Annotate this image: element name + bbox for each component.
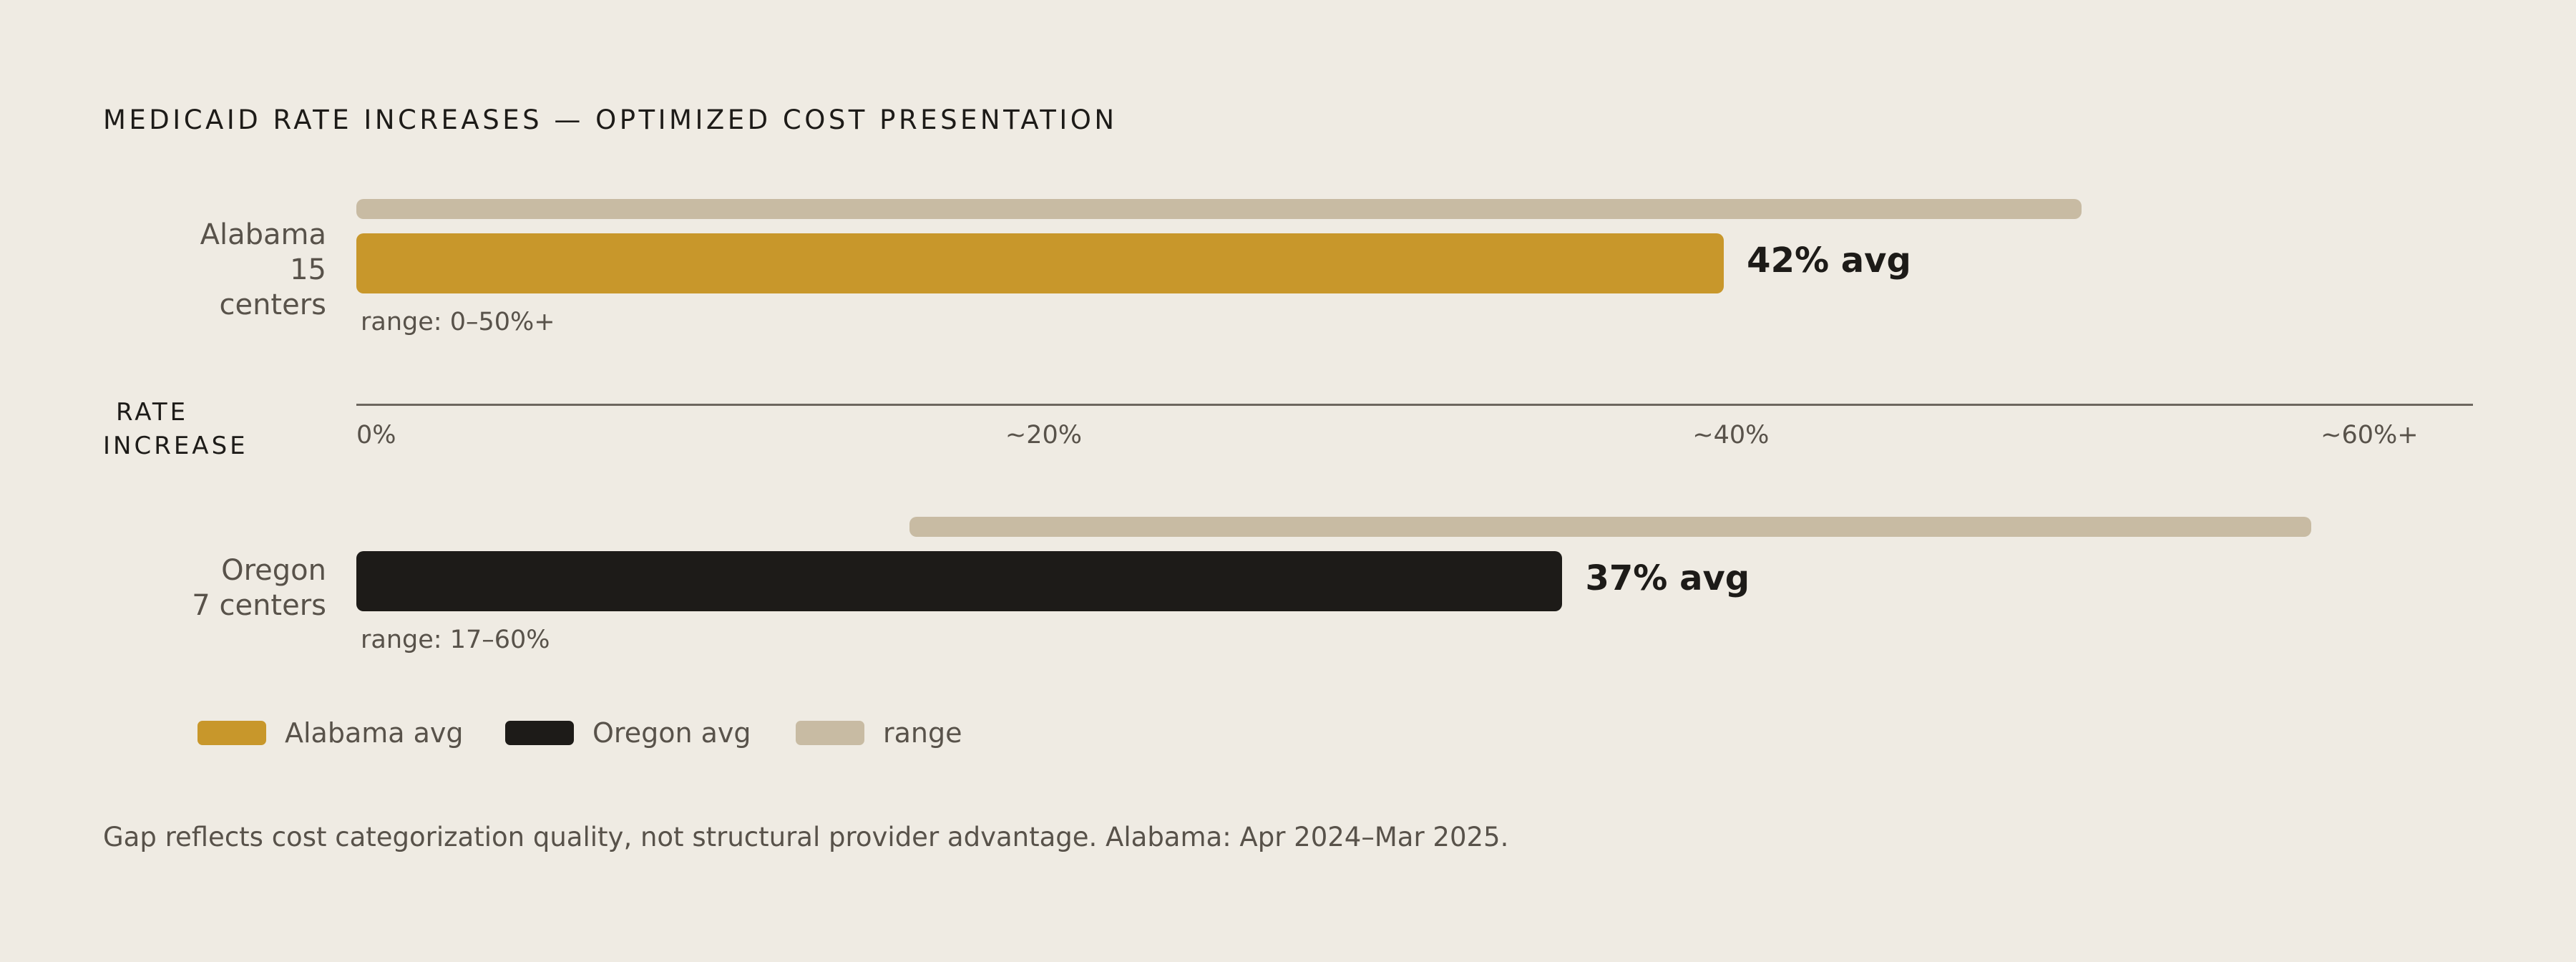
x-tick-label: ~60%+ — [2321, 421, 2419, 450]
legend-swatch — [796, 721, 864, 745]
legend-label: Oregon avg — [592, 717, 751, 749]
axis-label: RATE INCREASE — [103, 396, 246, 463]
x-axis-line — [356, 404, 2473, 406]
category-label-line: centers — [219, 288, 326, 321]
legend-item-oregon-avg: Oregon avg — [505, 717, 751, 749]
range-label-oregon: range: 17–60% — [361, 626, 550, 654]
range-bar-oregon — [909, 517, 2312, 537]
legend-swatch — [197, 721, 266, 745]
avg-bar-oregon — [356, 551, 1563, 611]
range-bar-alabama — [356, 199, 2082, 219]
legend-item-alabama-avg: Alabama avg — [197, 717, 464, 749]
category-label-line: 15 — [290, 253, 326, 286]
x-tick-label: 0% — [356, 421, 396, 450]
legend-label: range — [883, 717, 962, 749]
category-label-oregon: Oregon 7 centers — [102, 553, 326, 623]
legend-item-range: range — [796, 717, 962, 749]
footnote: Gap reflects cost categorization quality… — [103, 822, 1509, 852]
avg-value-label-oregon: 37% avg — [1585, 558, 1750, 598]
x-tick-label: ~20% — [1005, 421, 1082, 450]
category-label-line: Oregon — [221, 554, 326, 587]
axis-label-line: INCREASE — [103, 432, 248, 460]
legend-label: Alabama avg — [285, 717, 464, 749]
category-label-line: 7 centers — [192, 589, 326, 622]
chart-title: MEDICAID RATE INCREASES — OPTIMIZED COST… — [103, 105, 1118, 135]
axis-label-line: RATE — [116, 398, 189, 427]
range-label-alabama: range: 0–50%+ — [361, 308, 555, 336]
avg-bar-alabama — [356, 233, 1724, 293]
category-label-alabama: Alabama 15 centers — [102, 218, 326, 323]
avg-value-label-alabama: 42% avg — [1747, 240, 1911, 281]
x-tick-label: ~40% — [1692, 421, 1770, 450]
legend-swatch — [505, 721, 574, 745]
category-label-line: Alabama — [200, 218, 326, 251]
